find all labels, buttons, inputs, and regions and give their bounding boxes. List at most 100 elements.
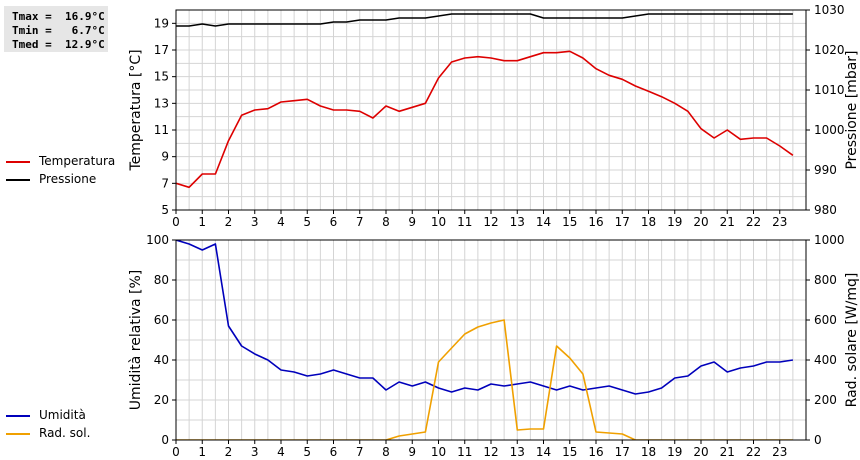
grid-top — [176, 10, 806, 210]
legend-swatch-umidita — [6, 415, 30, 417]
y-tick-label: 13 — [154, 96, 169, 110]
y2-axis-title-top: Pressione [mbar] — [844, 50, 860, 169]
y-tick-label: 11 — [154, 123, 169, 137]
x-tick-label: 3 — [251, 215, 259, 229]
x-axis-top: 0 1 2 3 4 5 6 7 8 9 10 11 12 13 14 15 16 17 18 19 20 21 22 23 — [172, 210, 787, 229]
x-tick-label: 1 — [198, 445, 206, 459]
x-tick-label: 22 — [746, 215, 761, 229]
x-tick-label: 23 — [772, 215, 787, 229]
x-tick-label: 4 — [277, 445, 285, 459]
x-tick-label: 8 — [382, 215, 390, 229]
y-axis-left-top: 5 7 9 11 13 15 17 19 — [154, 16, 176, 217]
series-line-umidit — [176, 240, 794, 395]
series-group-top — [176, 13, 794, 189]
x-tick-label: 23 — [772, 445, 787, 459]
y2-tick-label: 800 — [814, 273, 837, 287]
x-tick-label: 7 — [356, 445, 364, 459]
y-axis-title-bottom: Umidità relativa [%] — [128, 270, 144, 411]
x-tick-label: 18 — [641, 215, 656, 229]
y-tick-label: 5 — [161, 203, 169, 217]
x-tick-label: 0 — [172, 445, 180, 459]
y2-tick-label: 400 — [814, 353, 837, 367]
x-tick-label: 11 — [457, 445, 472, 459]
legend-swatch-pressione — [6, 179, 30, 181]
series-group-bottom — [176, 240, 794, 440]
y2-tick-label: 1020 — [814, 43, 845, 57]
x-tick-label: 15 — [562, 445, 577, 459]
y-tick-label: 100 — [146, 233, 169, 247]
x-tick-label: 15 — [562, 215, 577, 229]
x-tick-label: 12 — [483, 215, 498, 229]
stat-tmax: Tmax = 16.9°C — [12, 10, 105, 23]
y2-tick-label: 980 — [814, 203, 837, 217]
y-axis-right-top: 980 990 1000 1010 1020 1030 — [806, 3, 845, 217]
x-tick-label: 2 — [225, 445, 233, 459]
x-tick-label: 11 — [457, 215, 472, 229]
chart-top: 0 1 2 3 4 5 6 7 8 9 10 11 12 13 14 15 16 17 18 19 20 21 22 2357… — [128, 3, 860, 229]
series-line-rad-sol — [176, 319, 793, 440]
y-tick-label: 19 — [154, 16, 169, 30]
y2-tick-label: 1000 — [814, 233, 845, 247]
legend-label-temperatura: Temperatura — [39, 154, 116, 168]
x-tick-label: 12 — [483, 445, 498, 459]
series-line-pressione — [176, 13, 793, 27]
y-axis-title-top: Temperatura [°C] — [128, 49, 144, 171]
x-tick-label: 14 — [536, 215, 551, 229]
x-tick-label: 7 — [356, 215, 364, 229]
x-tick-label: 18 — [641, 445, 656, 459]
x-tick-label: 1 — [198, 215, 206, 229]
x-tick-label: 2 — [225, 215, 233, 229]
stat-tmed: Tmed = 12.9°C — [12, 38, 105, 51]
x-tick-label: 9 — [408, 215, 416, 229]
grid-bottom — [176, 240, 806, 440]
legend-label-umidita: Umidità — [39, 408, 86, 422]
y2-tick-label: 1010 — [814, 83, 845, 97]
x-tick-label: 5 — [303, 215, 311, 229]
stat-tmin: Tmin = 6.7°C — [12, 24, 105, 37]
legend-swatch-temperatura — [6, 161, 30, 163]
y2-tick-label: 600 — [814, 313, 837, 327]
x-tick-label: 14 — [536, 445, 551, 459]
x-tick-label: 5 — [303, 445, 311, 459]
legend-label-pressione: Pressione — [39, 172, 97, 186]
y-axis-left-bottom: 0 20 40 60 80 100 — [146, 233, 176, 447]
x-tick-label: 4 — [277, 215, 285, 229]
x-tick-label: 16 — [588, 215, 603, 229]
stats-box: Tmax = 16.9°C Tmin = 6.7°C Tmed = 12.9°C — [4, 6, 108, 52]
y2-tick-label: 0 — [814, 433, 822, 447]
x-tick-label: 13 — [510, 215, 525, 229]
x-tick-label: 13 — [510, 445, 525, 459]
x-tick-label: 22 — [746, 445, 761, 459]
y-axis-right-bottom: 0 200 400 600 800 1000 — [806, 233, 845, 447]
x-tick-label: 16 — [588, 445, 603, 459]
x-tick-label: 9 — [408, 445, 416, 459]
chart-bottom: 0 1 2 3 4 5 6 7 8 9 10 11 12 13 14 15 16 17 18 19 20 21 22 2302… — [128, 233, 860, 459]
legend-swatch-rad-sol — [6, 433, 30, 435]
x-tick-label: 17 — [615, 215, 630, 229]
y-tick-label: 15 — [154, 70, 169, 84]
x-tick-label: 0 — [172, 215, 180, 229]
x-tick-label: 21 — [720, 215, 735, 229]
x-tick-label: 10 — [431, 215, 446, 229]
x-tick-label: 17 — [615, 445, 630, 459]
y-tick-label: 9 — [161, 150, 169, 164]
x-axis-bottom: 0 1 2 3 4 5 6 7 8 9 10 11 12 13 14 15 16 17 18 19 20 21 22 23 — [172, 440, 787, 459]
y2-tick-label: 990 — [814, 163, 837, 177]
legend-label-rad-sol: Rad. sol. — [39, 426, 91, 440]
y2-tick-label: 1000 — [814, 123, 845, 137]
x-tick-label: 19 — [667, 445, 682, 459]
x-tick-label: 10 — [431, 445, 446, 459]
x-tick-label: 20 — [693, 445, 708, 459]
y-tick-label: 80 — [154, 273, 169, 287]
y-tick-label: 60 — [154, 313, 169, 327]
y2-axis-title-bottom: Rad. solare [W/mq] — [844, 273, 860, 408]
y2-tick-label: 1030 — [814, 3, 845, 17]
y-tick-label: 17 — [154, 43, 169, 57]
y-tick-label: 40 — [154, 353, 169, 367]
x-tick-label: 19 — [667, 215, 682, 229]
y-tick-label: 20 — [154, 393, 169, 407]
series-line-temperatura — [176, 50, 794, 189]
y-tick-label: 7 — [161, 176, 169, 190]
x-tick-label: 8 — [382, 445, 390, 459]
